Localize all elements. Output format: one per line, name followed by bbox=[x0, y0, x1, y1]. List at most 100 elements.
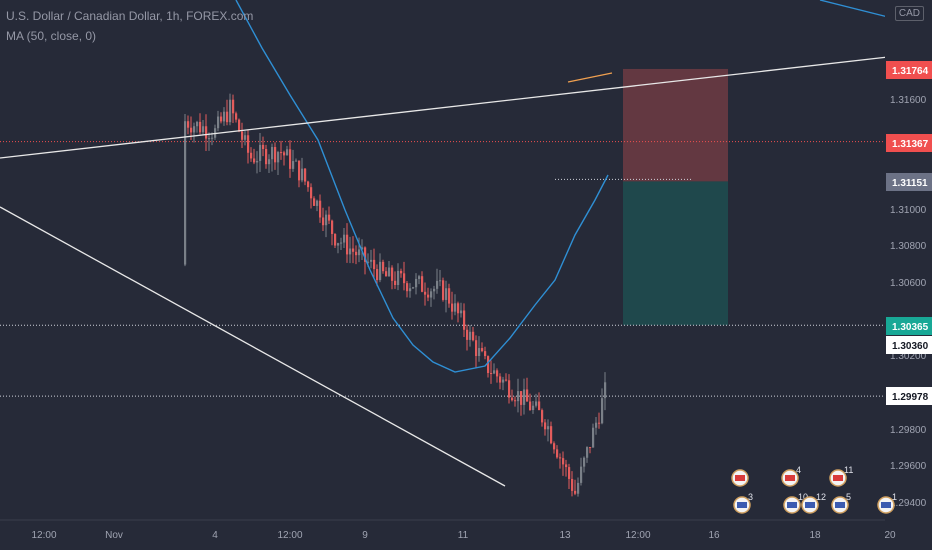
candle-body bbox=[406, 283, 409, 292]
candle-body bbox=[460, 310, 463, 314]
candle-body bbox=[229, 99, 232, 123]
candle-body bbox=[559, 457, 562, 459]
candle-body bbox=[304, 168, 307, 182]
candle-body bbox=[502, 379, 505, 383]
candle-body bbox=[340, 242, 343, 244]
candle-body bbox=[439, 280, 442, 282]
candle-body bbox=[352, 248, 355, 252]
candle-body bbox=[478, 348, 481, 357]
falling-trendline bbox=[0, 206, 506, 487]
candle-body bbox=[583, 457, 586, 467]
candle-body bbox=[523, 389, 526, 405]
candle-body bbox=[265, 149, 268, 165]
candle-body bbox=[325, 214, 328, 226]
x-tick-label: 12:00 bbox=[31, 530, 56, 541]
candle-body bbox=[289, 149, 292, 169]
flag-emblem-icon bbox=[881, 502, 891, 508]
candle-body bbox=[244, 135, 247, 140]
y-tick-label: 1.31600 bbox=[890, 95, 927, 106]
flag-emblem-icon bbox=[785, 475, 795, 481]
x-tick-label: 9 bbox=[362, 530, 368, 541]
candle-body bbox=[283, 152, 286, 156]
candle-body bbox=[223, 111, 226, 122]
candle-body bbox=[220, 116, 223, 122]
y-tick-label: 1.30800 bbox=[890, 241, 927, 252]
x-tick-label: 12:00 bbox=[625, 530, 650, 541]
flag-emblem-icon bbox=[835, 502, 845, 508]
candle-body bbox=[391, 267, 394, 281]
candle-body bbox=[511, 397, 514, 401]
candle-body bbox=[469, 331, 472, 340]
resistance-trendline bbox=[0, 56, 889, 159]
candle-body bbox=[313, 198, 316, 206]
candle-body bbox=[409, 288, 412, 292]
candle-body bbox=[430, 291, 433, 298]
candle-body bbox=[442, 280, 445, 300]
y-tick-label: 1.29600 bbox=[890, 461, 927, 472]
price-label: 1.31764 bbox=[892, 66, 929, 77]
divergence-line bbox=[567, 72, 613, 83]
candle-body bbox=[217, 116, 220, 129]
candle-body bbox=[568, 467, 571, 479]
take-profit-zone bbox=[623, 181, 728, 326]
candle-body bbox=[421, 276, 424, 292]
candle-body bbox=[376, 269, 379, 281]
candle-body bbox=[565, 464, 568, 468]
candle-body bbox=[493, 370, 496, 374]
candle-body bbox=[526, 389, 529, 402]
x-tick-label: 20 bbox=[884, 530, 896, 541]
candle-body bbox=[508, 380, 511, 398]
price-label: 1.31151 bbox=[892, 178, 928, 189]
event-count: 10 bbox=[798, 492, 808, 502]
candle-body bbox=[337, 243, 340, 246]
candle-body bbox=[226, 111, 229, 123]
candle-body bbox=[196, 121, 199, 127]
time-axis bbox=[0, 520, 932, 550]
candle-body bbox=[241, 131, 244, 140]
candle-body bbox=[364, 247, 367, 262]
candle-body bbox=[259, 144, 262, 161]
candle-body bbox=[253, 158, 256, 163]
candle-body bbox=[499, 376, 502, 383]
x-tick-label: 18 bbox=[809, 530, 821, 541]
candle-body bbox=[412, 287, 415, 289]
candle-body bbox=[505, 379, 508, 381]
candle-body bbox=[184, 121, 187, 265]
event-count: 11 bbox=[844, 465, 853, 475]
candle-body bbox=[388, 267, 391, 277]
candle-body bbox=[604, 382, 607, 399]
candle-body bbox=[190, 127, 193, 133]
candle-body bbox=[193, 126, 196, 133]
currency-badge[interactable]: CAD bbox=[894, 6, 924, 21]
candle-body bbox=[433, 288, 436, 292]
candle-body bbox=[298, 160, 301, 181]
candle-body bbox=[550, 426, 553, 444]
price-label-box bbox=[886, 336, 932, 354]
candle-body bbox=[235, 113, 238, 120]
event-count: 12 bbox=[816, 492, 826, 502]
candle-body bbox=[577, 482, 580, 494]
candle-body bbox=[256, 160, 259, 163]
candle-body bbox=[331, 220, 334, 234]
y-tick-label: 1.30600 bbox=[890, 278, 927, 289]
candle-body bbox=[553, 443, 556, 450]
candle-body bbox=[496, 370, 499, 377]
candle-body bbox=[487, 356, 490, 373]
candle-body bbox=[319, 200, 322, 218]
event-count: 4 bbox=[796, 465, 801, 475]
candle-body bbox=[238, 119, 241, 132]
candle-body bbox=[322, 217, 325, 226]
event-count: 1 bbox=[892, 492, 897, 502]
candle-body bbox=[586, 447, 589, 458]
candle-body bbox=[580, 466, 583, 483]
candle-body bbox=[403, 273, 406, 284]
candle-body bbox=[286, 149, 289, 156]
candle-body bbox=[295, 160, 298, 162]
candle-body bbox=[373, 259, 376, 270]
candle-body bbox=[466, 329, 469, 340]
candle-body bbox=[595, 422, 598, 428]
flag-emblem-icon bbox=[833, 475, 843, 481]
candle-body bbox=[454, 303, 457, 312]
candle-body bbox=[481, 348, 484, 352]
